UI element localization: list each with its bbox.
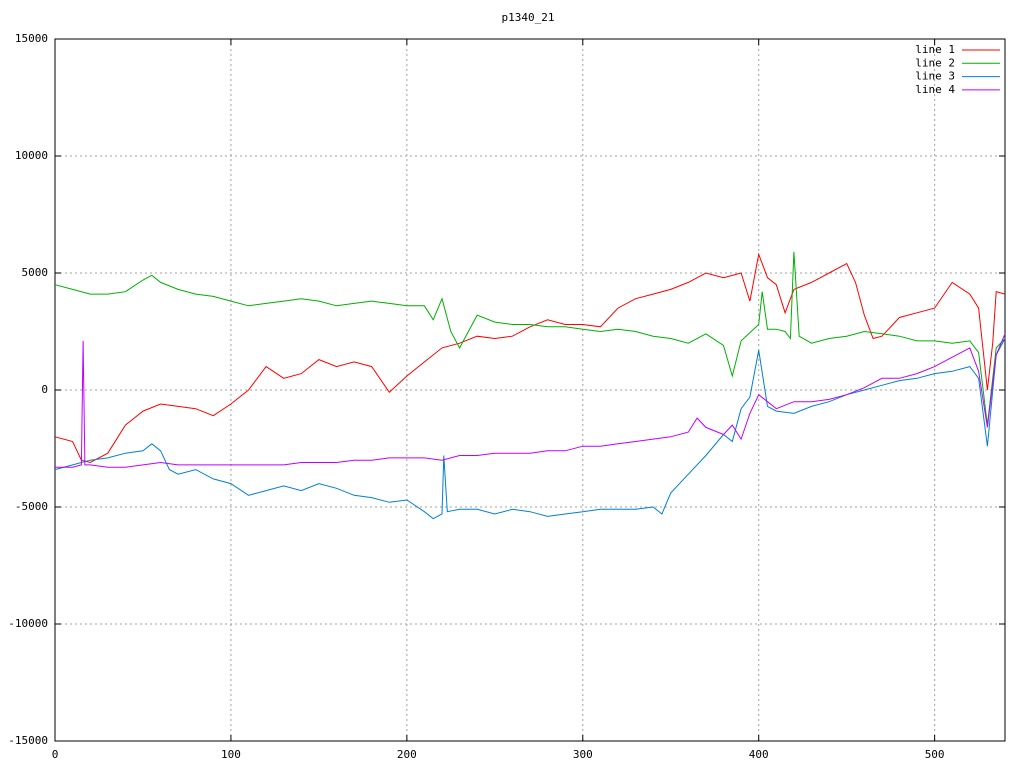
y-tick-label: -5000 — [15, 500, 48, 513]
y-tick-label: 10000 — [15, 149, 48, 162]
y-tick-label: 0 — [41, 383, 48, 396]
legend-label: line 4 — [915, 83, 955, 96]
y-tick-label: 5000 — [22, 266, 49, 279]
y-tick-label: -10000 — [8, 617, 48, 630]
data-line — [54, 251, 1006, 426]
data-line — [54, 338, 1006, 520]
x-tick-label: 300 — [573, 748, 593, 761]
x-tick-label: 400 — [749, 748, 769, 761]
legend-label: line 1 — [915, 43, 955, 56]
x-tick-label: 0 — [52, 748, 59, 761]
plot-frame — [54, 38, 1006, 742]
x-tick-label: 500 — [925, 748, 945, 761]
y-tick-label: -15000 — [8, 734, 48, 747]
chart-title: p1340_21 — [502, 11, 555, 24]
legend-label: line 2 — [915, 56, 955, 69]
x-tick-label: 100 — [221, 748, 241, 761]
x-tick-label: 200 — [397, 748, 417, 761]
data-line — [54, 252, 1006, 464]
data-line — [55, 333, 1006, 468]
legend-label: line 3 — [915, 70, 955, 83]
y-tick-label: 15000 — [15, 32, 48, 45]
